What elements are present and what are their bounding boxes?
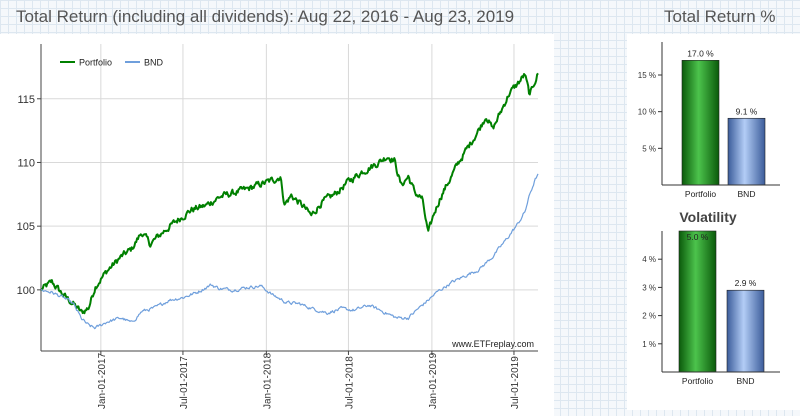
legend-label: BND xyxy=(144,58,164,68)
bar-category-label: Portfolio xyxy=(685,189,716,199)
bar-y-tick-label: 3 % xyxy=(642,283,656,292)
x-tick-label: Jan-01-2019 xyxy=(428,352,439,409)
bar-value-label: 2.9 % xyxy=(735,278,757,288)
bar-category-label: BND xyxy=(738,189,756,199)
y-tick-label: 100 xyxy=(17,285,35,297)
x-tick-label: Jan-01-2017 xyxy=(97,352,108,409)
x-tick-label: Jul-01-2019 xyxy=(510,356,521,409)
bar-category-label: Portfolio xyxy=(682,376,713,386)
bar-y-tick-label: 10 % xyxy=(638,108,656,117)
y-tick-label: 110 xyxy=(17,157,35,169)
volatility-title: Volatility xyxy=(679,209,737,225)
y-tick-label: 105 xyxy=(17,221,35,233)
bar-category-label: BND xyxy=(737,376,755,386)
bar-portfolio xyxy=(681,60,720,186)
bar-y-tick-label: 4 % xyxy=(642,255,656,264)
line-chart-panel xyxy=(0,34,554,416)
main-chart-title: Total Return (including all dividends): … xyxy=(16,7,515,26)
bar-value-label: 17.0 % xyxy=(687,48,714,58)
x-tick-label: Jul-01-2018 xyxy=(344,356,355,409)
y-tick-label: 115 xyxy=(17,94,35,106)
bar-y-tick-label: 2 % xyxy=(642,312,656,321)
bar-value-label: 5.0 % xyxy=(687,232,709,242)
bar-y-tick-label: 1 % xyxy=(642,340,656,349)
bar-portfolio xyxy=(678,230,717,373)
bar-value-label: 9.1 % xyxy=(736,106,758,116)
legend-label: Portfolio xyxy=(79,58,112,68)
x-tick-label: Jul-01-2017 xyxy=(179,356,190,409)
x-tick-label: Jan-01-2018 xyxy=(262,352,273,409)
series-line-bnd xyxy=(40,173,539,330)
bar-y-tick-label: 5 % xyxy=(642,144,656,153)
bar-bnd xyxy=(726,289,765,373)
bar-bnd xyxy=(727,117,766,186)
series-line-portfolio xyxy=(40,72,539,315)
bar-y-tick-label: 15 % xyxy=(638,71,656,80)
total-return-title: Total Return % xyxy=(664,7,776,26)
watermark: www.ETFreplay.com xyxy=(451,339,534,349)
